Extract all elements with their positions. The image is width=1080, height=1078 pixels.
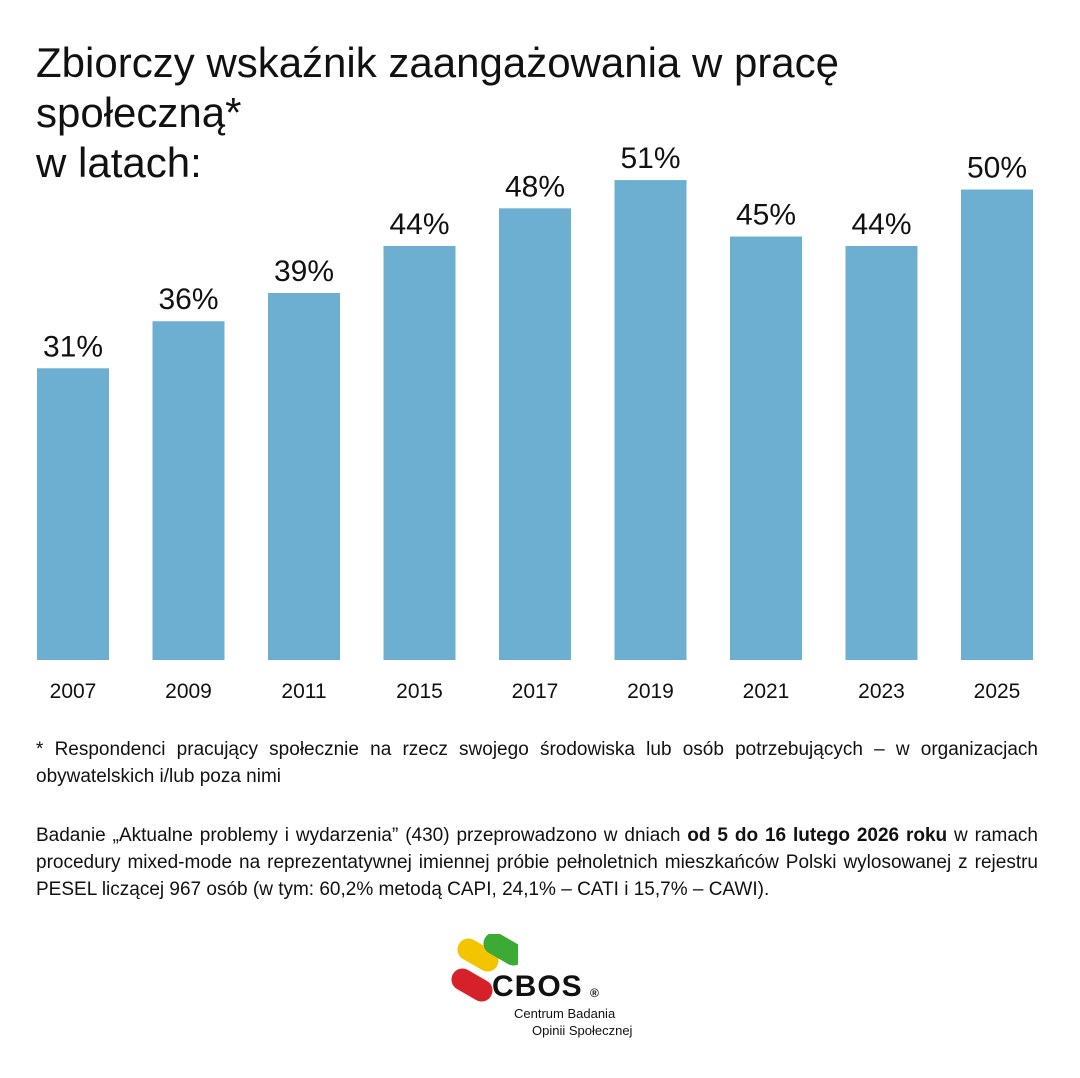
bar-2021 <box>730 236 802 661</box>
x-tick-2019: 2019 <box>627 680 674 703</box>
footnote: * Respondenci pracujący społecznie na rz… <box>36 739 1038 787</box>
x-tick-2025: 2025 <box>974 680 1021 703</box>
logo-pill-yellow <box>457 938 499 972</box>
methodology-dates: od 5 do 16 lutego 2026 roku <box>687 825 948 846</box>
bar-2023 <box>845 245 918 660</box>
logo-subtitle-line1: Centrum Badania <box>514 1006 616 1021</box>
bar-2019 <box>614 180 687 660</box>
x-tick-2021: 2021 <box>743 680 790 703</box>
data-label-2015: 44% <box>389 208 449 241</box>
chart-subtitle: w latach: <box>36 139 202 186</box>
logo-subtitle-line2: Opinii Społecznej <box>532 1023 633 1038</box>
logo-pill-green <box>483 934 518 966</box>
data-label-2009: 36% <box>158 283 218 316</box>
bar-2025 <box>961 189 1033 660</box>
chart-title: Zbiorczy wskaźnik zaangażowania w pracę … <box>36 38 1046 188</box>
x-tick-2017: 2017 <box>512 680 559 703</box>
logo-registered-mark: ® <box>590 986 599 1000</box>
bar-2007 <box>37 368 109 660</box>
bar-chart: 31% 2007 36% 2009 39% 2011 44% 2015 48% 2017 51% 20… <box>37 142 1033 703</box>
data-label-2011: 39% <box>274 255 334 288</box>
x-tick-2015: 2015 <box>396 680 443 703</box>
x-tick-2011: 2011 <box>281 680 326 703</box>
data-label-2025: 50% <box>967 152 1027 185</box>
cbos-logo: CBOS ® Centrum Badania Opinii Społecznej <box>448 934 668 1044</box>
chart-title-line1: Zbiorczy wskaźnik zaangażowania w pracę … <box>36 39 840 136</box>
methodology-note: Badanie „Aktualne problemy i wydarzenia”… <box>36 822 1038 903</box>
bar-2009 <box>152 321 225 660</box>
methodology-text-1: Badanie „Aktualne problemy i wydarzenia”… <box>36 825 688 846</box>
x-tick-2007: 2007 <box>50 680 97 703</box>
data-label-2007: 31% <box>43 330 103 363</box>
data-label-2023: 44% <box>851 208 911 241</box>
data-label-2017: 48% <box>505 170 565 203</box>
methodology-text-2: w ramach procedury mixed-mode na repreze… <box>36 825 1038 900</box>
data-label-2019: 51% <box>620 142 680 175</box>
bar-2017 <box>499 208 571 660</box>
bar-2011 <box>268 293 340 660</box>
logo-wordmark: CBOS <box>492 970 583 1003</box>
logo-pill-red <box>451 968 493 1002</box>
bar-2015 <box>383 245 456 660</box>
x-tick-2023: 2023 <box>858 680 905 703</box>
cbos-logo-icon <box>451 934 518 1002</box>
x-tick-2009: 2009 <box>165 680 212 703</box>
data-label-2021: 45% <box>736 199 796 232</box>
